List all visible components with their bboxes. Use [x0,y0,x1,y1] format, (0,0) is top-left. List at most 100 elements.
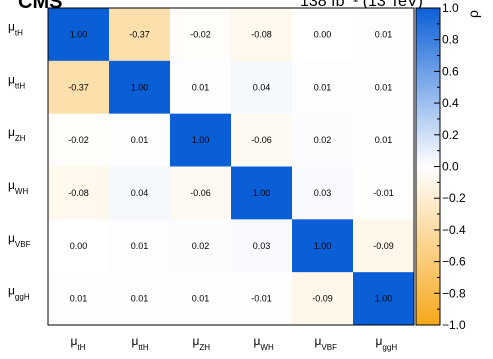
heatmap-cell [109,272,171,326]
heatmap-cell [170,272,232,326]
cell-value-label: 0.01 [375,82,393,92]
colorbar-tick-label: 0.8 [442,33,459,47]
x-tick-label-subscript: ttH [138,343,148,352]
heatmap-cell [231,113,293,167]
colorbar-gradient [415,7,441,326]
cell-value-label: -0.06 [190,188,211,198]
heatmap-cell [231,60,293,114]
heatmap-cell [109,60,171,114]
cell-value-label: 0.03 [253,241,271,251]
cell-value-label: 1.00 [375,294,393,304]
heatmap-cell [170,113,232,167]
colorbar-tick-label: −0.4 [442,223,466,237]
heatmap-cell [353,272,415,326]
x-tick-label: μWH [254,334,274,352]
cell-value-label: 0.01 [192,82,210,92]
x-tick-label-symbol: μ [376,334,383,348]
colorbar-tick-label: −0.8 [442,286,466,300]
y-tick-label: μVBF [8,231,31,249]
cell-value-label: -0.08 [251,29,272,39]
y-tick-label: μZH [8,125,26,143]
heatmap-cell [170,219,232,273]
cell-value-label: -0.37 [68,82,89,92]
y-tick-label-symbol: μ [8,72,15,86]
heatmap-cell [48,8,110,62]
heatmap-cell [292,272,354,326]
cell-value-label: -0.06 [251,135,272,145]
cell-value-label: 1.00 [70,29,88,39]
heatmap-cells: 1.00 -0.37 -0.02 -0.08 0.00 0.01 -0.37 1.00 0.01… [48,8,415,326]
cell-value-label: 1.00 [131,82,149,92]
cell-value-label: 0.01 [375,135,393,145]
cell-value-label: 0.00 [314,29,332,39]
heatmap-cell [231,166,293,220]
heatmap-cell [48,60,110,114]
y-tick-label-subscript: ggH [15,293,30,302]
heatmap-cell [48,113,110,167]
heatmap-cell [231,219,293,273]
x-tick-label-subscript: ggH [382,343,397,352]
x-tick-label: μtH [71,334,86,352]
cell-value-label: 0.00 [70,241,88,251]
cell-value-label: 1.00 [192,135,210,145]
y-tick-label-subscript: tH [15,28,23,37]
y-tick-label: μggH [8,284,30,302]
colorbar-tick-label: 0.2 [442,128,459,142]
heatmap-cell [231,272,293,326]
heatmap-cell [109,166,171,220]
cell-value-label: 0.01 [70,294,88,304]
heatmap-cell [353,166,415,220]
heatmap-cell [48,272,110,326]
cell-value-label: -0.02 [68,135,89,145]
cell-value-label: 0.03 [314,188,332,198]
cell-value-label: -0.08 [68,188,89,198]
cell-value-label: -0.37 [129,29,150,39]
cell-value-label: -0.09 [312,294,333,304]
heatmap-cell [48,219,110,273]
y-tick-label-symbol: μ [8,178,15,192]
x-tick-label-symbol: μ [71,334,78,348]
heatmap-cell [231,8,293,62]
heatmap-cell [170,166,232,220]
y-tick-label: μtH [8,19,23,37]
y-tick-label-symbol: μ [8,231,15,245]
x-tick-label: μttH [132,334,149,352]
y-tick-label-symbol: μ [8,19,15,33]
x-tick-label-subscript: ZH [199,343,210,352]
colorbar-tick-label: 0.6 [442,64,459,78]
heatmap-cell [170,8,232,62]
heatmap-cell [292,113,354,167]
y-tick-label-subscript: WH [15,187,29,196]
cell-value-label: 0.04 [253,82,271,92]
heatmap-cell [292,219,354,273]
cell-value-label: 0.02 [314,135,332,145]
colorbar-tick-label: −0.2 [442,191,466,205]
heatmap-cell [292,60,354,114]
colorbar: 1.0 0.8 0.6 0.4 0.2 0.0 −0.2 −0.4 −0.6 −0.8 −1.0 ρ [415,1,481,332]
x-tick-label-symbol: μ [132,334,139,348]
y-tick-label-symbol: μ [8,284,15,298]
cell-value-label: -0.01 [251,294,272,304]
y-tick-label-subscript: ttH [15,81,25,90]
cell-value-label: 0.01 [131,241,149,251]
x-tick-label: μZH [193,334,211,352]
x-tick-label-subscript: WH [260,343,274,352]
colorbar-tick-label: 1.0 [442,1,459,15]
cell-value-label: -0.01 [373,188,394,198]
y-tick-label: μttH [8,72,25,90]
cell-value-label: -0.09 [373,241,394,251]
y-tick-label-symbol: μ [8,125,15,139]
x-tick-label-symbol: μ [193,334,200,348]
cell-value-label: -0.02 [190,29,211,39]
heatmap-cell [292,8,354,62]
heatmap-cell [353,8,415,62]
x-axis-labels: μtH μttH μZH μWH μVBF μggH [71,334,398,352]
cell-value-label: 0.01 [314,82,332,92]
heatmap-cell [48,166,110,220]
cell-value-label: 0.01 [131,135,149,145]
colorbar-tick-label: 0.0 [442,160,459,174]
heatmap-cell [170,60,232,114]
x-tick-label-symbol: μ [315,334,322,348]
